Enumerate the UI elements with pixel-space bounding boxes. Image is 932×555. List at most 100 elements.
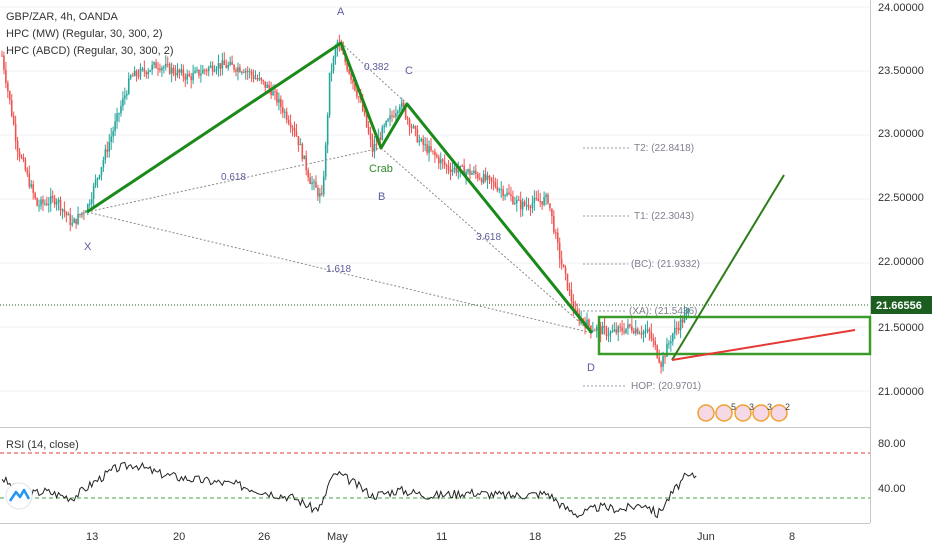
candle-body — [166, 63, 169, 65]
badge-count: 2 — [785, 402, 790, 412]
candle-body — [420, 138, 423, 141]
candle-body — [666, 343, 668, 357]
tradingview-logo-icon[interactable] — [5, 482, 33, 510]
candle-body — [87, 204, 89, 212]
candle-body — [352, 79, 354, 84]
candle-body — [369, 133, 372, 140]
candle-body — [127, 78, 130, 94]
flag-icon[interactable] — [752, 404, 770, 422]
time-axis[interactable]: 13 20 26 May 11 18 25 Jun 8 — [86, 531, 795, 543]
candle-body — [679, 319, 682, 331]
candle-body — [55, 201, 58, 205]
current-price-label: 21.66556 — [876, 300, 922, 312]
candle-body — [537, 198, 540, 202]
candle-body — [229, 61, 231, 65]
candle-body — [149, 69, 151, 72]
candle-body — [65, 212, 68, 216]
hop-label: HOP: (20.9701) — [631, 381, 701, 392]
candle-body — [104, 149, 107, 160]
candle-body — [439, 159, 442, 164]
candle-body — [280, 98, 282, 108]
candle-body — [410, 127, 413, 129]
candle-body — [40, 199, 42, 206]
candle-body — [475, 170, 477, 175]
candle-body — [560, 259, 563, 265]
candle-body — [297, 136, 300, 146]
candle-body — [124, 95, 126, 99]
candle-body — [135, 70, 138, 76]
candle-body — [358, 96, 360, 98]
candle-body — [299, 144, 302, 146]
candle-body — [562, 264, 565, 268]
candle-body — [399, 106, 401, 112]
candle-body — [535, 197, 538, 199]
candle-body — [71, 222, 73, 225]
flag-icon[interactable] — [734, 404, 752, 422]
candle-body — [49, 196, 52, 204]
candle-body — [194, 70, 196, 73]
candle-body — [170, 67, 173, 74]
candle-body — [88, 203, 91, 205]
candle-body — [30, 184, 33, 187]
candle-body — [636, 328, 639, 334]
candle-body — [477, 174, 479, 179]
candle-body — [611, 331, 614, 333]
candle-body — [595, 327, 598, 331]
candle-body — [301, 144, 304, 160]
candle-body — [373, 144, 376, 152]
pattern-name-label: Crab — [369, 163, 393, 175]
candle-body — [313, 181, 315, 183]
pattern-legs — [86, 41, 594, 334]
price-axis[interactable]: 24.00000 23.50000 23.00000 22.50000 22.0… — [878, 2, 924, 398]
candle-body — [512, 196, 514, 204]
candle-body — [381, 127, 384, 140]
candle-body — [223, 60, 226, 65]
rsi-title[interactable]: RSI (14, close) — [6, 439, 79, 451]
candle-body — [126, 93, 128, 96]
candle-body — [473, 170, 475, 174]
candle-body — [211, 65, 214, 72]
point-b-label: B — [378, 191, 385, 203]
flag-icon[interactable] — [715, 404, 733, 422]
candle-body — [311, 182, 313, 184]
candle-body — [295, 131, 298, 137]
candle-body — [307, 169, 309, 178]
candle-body — [96, 178, 99, 181]
candle-body — [570, 289, 573, 302]
price-tick-label: 23.00000 — [878, 128, 924, 140]
candle-body — [418, 140, 421, 142]
price-tick-label: 21.50000 — [878, 322, 924, 334]
candle-body — [1, 55, 3, 57]
candle-body — [354, 83, 356, 91]
candle-body — [79, 214, 81, 216]
price-tick-label: 22.00000 — [878, 256, 924, 268]
candle-body — [592, 330, 594, 332]
candle-body — [453, 167, 456, 170]
event-badges[interactable]: 5 3 3 2 — [697, 402, 790, 422]
candle-body — [525, 204, 528, 206]
candle-body — [379, 137, 382, 140]
candle-body — [67, 214, 70, 216]
candle-body — [328, 72, 331, 116]
candle-body — [687, 309, 690, 312]
candle-body — [147, 71, 150, 75]
flag-icon[interactable] — [697, 404, 715, 422]
candle-body — [521, 201, 524, 210]
price-tick-label: 21.00000 — [878, 386, 924, 398]
candle-body — [215, 68, 218, 71]
candle-body — [627, 324, 629, 329]
candle-body — [75, 218, 77, 225]
indicator-abcd-label[interactable]: HPC (ABCD) (Regular, 30, 300, 2) — [6, 45, 174, 57]
candle-body — [282, 107, 284, 113]
candle-body — [397, 111, 399, 114]
candle-body — [504, 195, 506, 197]
candle-body — [432, 150, 434, 152]
candle-body — [227, 64, 229, 68]
symbol-title[interactable]: GBP/ZAR, 4h, OANDA — [6, 11, 119, 23]
candle-body — [494, 182, 497, 187]
candle-body — [564, 267, 567, 274]
indicator-mw-label[interactable]: HPC (MW) (Regular, 30, 300, 2) — [6, 28, 163, 40]
flag-icon[interactable] — [770, 404, 788, 422]
